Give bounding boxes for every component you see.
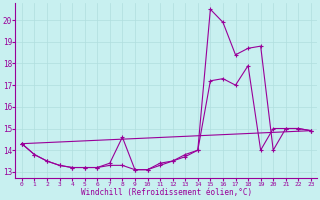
- X-axis label: Windchill (Refroidissement éolien,°C): Windchill (Refroidissement éolien,°C): [81, 188, 252, 197]
